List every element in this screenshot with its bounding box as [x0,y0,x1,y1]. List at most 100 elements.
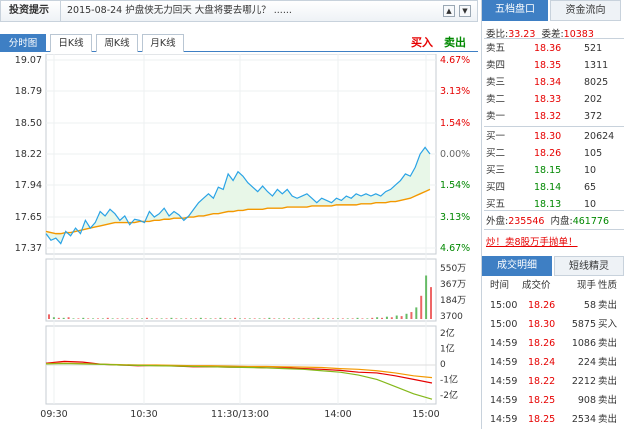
asks-price: 18.35 [534,60,562,71]
news-headline-link[interactable]: 2015-08-24 护盘侠无力回天 大盘将要去哪儿？ ...... [67,5,292,16]
header-volume: 现手 [576,280,596,291]
trade-time: 14:59 [490,395,518,406]
bids-price: 18.15 [534,165,562,176]
price-tick-label: 17.94 [15,180,42,191]
tab-trade-details[interactable]: 成交明细 [482,256,552,276]
volume-bar [327,318,330,319]
volume-bar [356,317,359,319]
header-type: 性质 [598,280,618,291]
trade-type: 买入 [598,319,618,330]
price-tick-label: 17.65 [15,212,42,223]
price-tick-label: 19.07 [15,55,42,66]
tab-orderbook[interactable]: 五档盘口 [482,0,548,21]
volume-bar [106,317,109,319]
flow-tick-label: -2亿 [440,389,458,401]
alert-link[interactable]: 炒！卖8股万手抛单！ [486,237,578,248]
bids-label: 买五 [486,199,506,210]
volume-bar [160,318,163,319]
bids-volume: 10 [584,165,597,176]
time-tick-label: 10:30 [130,409,157,420]
tab-capital-flow[interactable]: 资金流向 [550,0,621,21]
asks-price: 18.34 [534,77,562,88]
time-tick-label: 14:00 [324,409,351,420]
sell-button[interactable]: 卖出 [444,36,466,49]
header-price: 成交价 [522,280,551,291]
divider [484,210,624,211]
volume-bar [175,318,178,319]
trade-type: 卖出 [598,376,618,387]
pct-tick-label: 1.54% [440,180,470,191]
trade-row: 15:00 18.30 5875 买入 [484,315,626,334]
outer-inner-line: 外盘:235546 内盘:461776 [486,213,609,227]
trade-price: 18.26 [528,338,556,349]
volume-bar [219,317,222,319]
bids-price: 18.13 [534,199,562,210]
volume-bar [239,318,241,319]
weibi-label: 委比: [486,29,509,40]
bids-row: 买四 18.14 65 [484,179,624,196]
price-tick-label: 18.79 [15,86,42,97]
trade-price: 18.25 [528,395,556,406]
bids-label: 买三 [486,165,506,176]
asks-volume: 202 [584,94,603,105]
tab-monthly-k[interactable]: 月K线 [142,34,184,52]
volume-bar [361,318,364,319]
tab-daily-k[interactable]: 日K线 [50,34,92,52]
volume-bar [209,318,212,319]
average-price-line [45,188,431,235]
volume-bar [57,317,60,319]
asks-label: 卖二 [486,94,506,105]
tab-short-term-elf[interactable]: 短线精灵 [554,256,624,276]
trade-volume: 58 [583,300,596,311]
news-prev-button[interactable]: ▲ [443,5,455,17]
trade-row: 14:59 18.25 2534 卖出 [484,410,626,429]
time-tick-label: 15:00 [412,409,439,420]
volume-bar [425,275,428,319]
buy-button[interactable]: 买入 [411,36,433,49]
news-next-button[interactable]: ▼ [459,5,471,17]
volume-bar [194,318,197,319]
pct-tick-label: 4.67% [440,243,470,254]
volume-bar [400,316,403,319]
divider [484,38,624,39]
volume-tick-label: 367万 [440,280,466,290]
intraday-chart: 19.07 4.67% 18.79 3.13% 18.50 1.54% 18.22 0.00%… [15,54,470,420]
trade-row: 14:59 18.24 224 卖出 [484,353,626,372]
trade-time: 15:00 [490,319,518,330]
asks-volume: 8025 [584,77,609,88]
time-tick-label: 11:30/13:00 [211,409,269,420]
volume-bar [145,317,148,319]
volume-bar [96,318,99,319]
orderbook-tab-bar: 五档盘口 资金流向 [482,0,627,21]
tab-weekly-k[interactable]: 周K线 [96,34,138,52]
volume-bar [101,318,104,319]
pct-tick-label: 1.54% [440,118,470,129]
volume-bar [126,318,129,319]
news-bar: 投资提示 2015-08-24 护盘侠无力回天 大盘将要去哪儿？ ...... … [0,0,478,22]
header-time: 时间 [490,280,510,291]
volume-bar [77,318,80,319]
volume-bar [307,318,310,319]
volume-bar [204,318,207,319]
outer-label: 外盘: [486,216,509,227]
volume-bar [302,318,305,319]
weicha-label: 委差: [541,29,564,40]
price-tick-label: 17.37 [15,243,42,254]
volume-bar [180,318,183,319]
flow-tick-label: 0 [440,360,446,370]
tab-intraday[interactable]: 分时图 [0,34,46,52]
volume-bar [131,318,134,319]
asks-row: 卖四 18.35 1311 [484,57,624,74]
divider [484,126,624,127]
trade-row: 14:59 18.22 2212 卖出 [484,372,626,391]
volume-bar [67,317,70,319]
volume-bar [62,317,65,319]
asks-row: 卖二 18.33 202 [484,91,624,108]
volume-bar [263,318,266,319]
trade-volume: 1086 [571,338,596,349]
volume-bar [234,317,237,319]
asks-row: 卖五 18.36 521 [484,40,624,57]
asks-label: 卖一 [486,111,506,122]
price-tick-label: 18.50 [15,118,42,129]
bids-volume: 105 [584,148,603,159]
